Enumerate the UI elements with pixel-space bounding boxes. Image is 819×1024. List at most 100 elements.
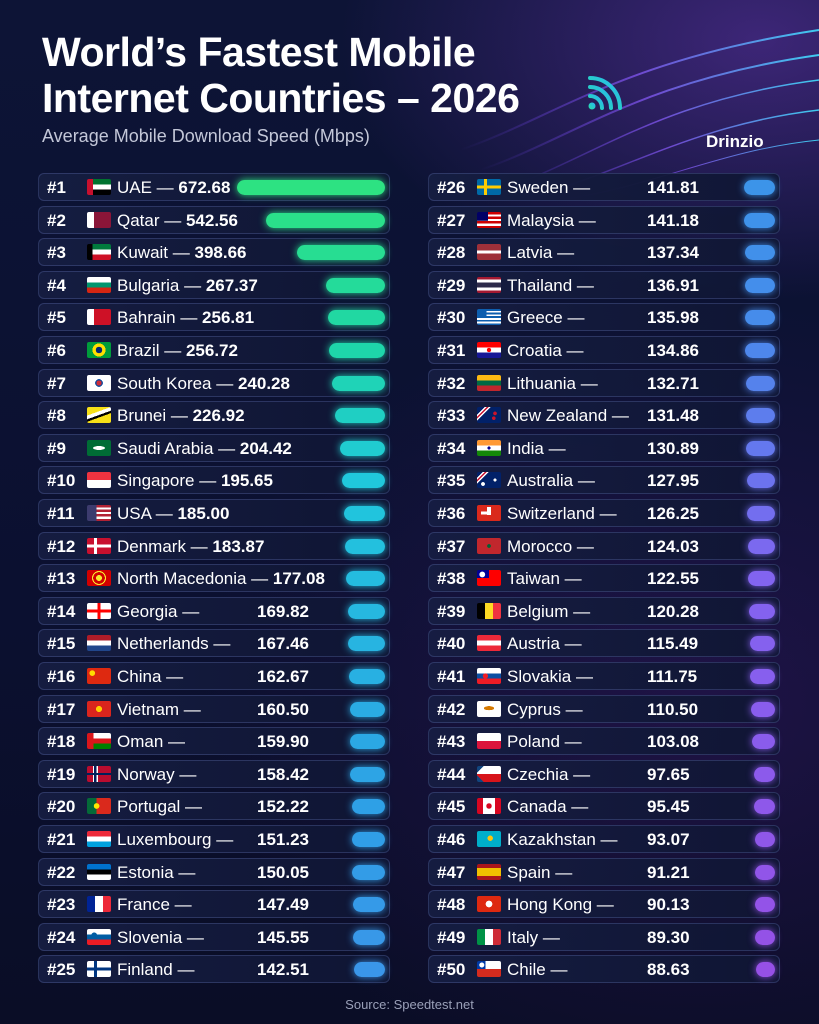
speed-bar — [335, 408, 385, 424]
table-row: #28 Latvia — 137.34 — [428, 238, 780, 267]
country-label: Latvia — — [507, 243, 575, 263]
flag-icon — [87, 863, 111, 880]
table-row: #1 UAE — 672.68 — [38, 173, 390, 201]
country-label: Slovenia — — [117, 927, 204, 947]
flag-icon — [87, 961, 111, 978]
table-row: #24 Slovenia — 145.55 — [38, 922, 390, 951]
flag-icon — [87, 831, 111, 847]
flag-icon — [87, 276, 111, 293]
speed-bar — [755, 962, 775, 978]
value-label: 183.87 — [212, 536, 265, 556]
flag-icon — [477, 179, 501, 195]
table-row: #42 Cyprus — 110.50 — [428, 694, 780, 723]
rank-label: #3 — [47, 243, 66, 263]
speed-bar — [352, 897, 385, 913]
flag-icon — [87, 602, 111, 619]
value-label: 159.90 — [257, 732, 309, 752]
country-label: Cyprus — — [507, 699, 583, 719]
flag-icon — [87, 244, 111, 261]
chart-subtitle: Average Mobile Download Speed (Mbps) — [42, 126, 370, 146]
rank-label: #19 — [47, 764, 76, 784]
flag-icon — [87, 635, 111, 652]
flag-icon — [477, 276, 501, 293]
value-label: 141.18 — [647, 210, 699, 230]
flag-icon — [87, 439, 111, 456]
value-label: 127.95 — [647, 471, 699, 491]
speed-bar — [350, 766, 385, 782]
flag-icon — [477, 635, 501, 652]
value-label: 122.55 — [647, 569, 699, 589]
speed-bar — [340, 440, 385, 456]
table-row: #18 Oman — 159.90 — [38, 727, 390, 756]
speed-bar — [749, 636, 775, 652]
flag-icon — [477, 733, 501, 750]
table-row: #2 Qatar — 542.56 — [38, 205, 390, 234]
rank-label: #46 — [437, 830, 466, 849]
table-row: #44 Czechia — 97.65 — [428, 759, 780, 788]
page-title-line2: Internet Countries – 2026 — [42, 75, 520, 121]
flag-icon — [477, 472, 501, 489]
country-label: Kuwait — 398.66 — [117, 243, 247, 263]
speed-bar — [743, 212, 775, 228]
country-label: Malaysia — — [507, 210, 596, 230]
flag-icon — [477, 928, 501, 945]
table-row: #37 Morocco — 124.03 — [428, 531, 780, 560]
table-row: #23 France — 147.49 — [38, 890, 390, 919]
speed-bar — [746, 440, 775, 456]
rank-label: #42 — [437, 699, 466, 719]
value-label: 103.08 — [647, 732, 699, 752]
table-row: #22 Estonia — 150.05 — [38, 857, 390, 886]
table-row: #11 USA — 185.00 — [38, 499, 390, 527]
speed-bar — [747, 506, 775, 521]
country-label: South Korea — 240.28 — [117, 373, 290, 393]
rank-label: #30 — [437, 308, 466, 328]
table-row: #31 Croatia — 134.86 — [428, 336, 780, 364]
value-label: 177.08 — [272, 569, 325, 589]
speed-bar — [750, 669, 775, 684]
table-row: #49 Italy — 89.30 — [428, 922, 780, 951]
country-label: Netherlands — — [117, 634, 231, 654]
flag-icon — [477, 211, 501, 228]
table-row: #48 Hong Kong — 90.13 — [428, 890, 780, 919]
rank-label: #2 — [47, 210, 66, 230]
speed-bar — [747, 538, 775, 554]
country-label: North Macedonia — 177.08 — [117, 569, 325, 589]
rank-label: #5 — [47, 308, 66, 328]
value-label: 115.49 — [647, 634, 699, 654]
country-label: Thailand — — [507, 275, 594, 295]
country-label: China — — [117, 667, 184, 686]
speed-bar — [745, 343, 775, 358]
flag-icon — [87, 928, 111, 945]
flag-icon — [87, 211, 111, 228]
table-row: #40 Austria — 115.49 — [428, 629, 780, 658]
rank-label: #20 — [47, 797, 76, 817]
rank-label: #45 — [437, 797, 466, 817]
country-label: Chile — — [507, 960, 568, 980]
flag-icon — [477, 961, 501, 978]
country-label: Canada — — [507, 797, 589, 817]
rank-label: #37 — [437, 536, 466, 556]
country-label: Australia — — [507, 471, 595, 491]
speed-bar — [348, 636, 385, 652]
table-row: #30 Greece — 135.98 — [428, 303, 780, 332]
country-label: Greece — — [507, 308, 585, 328]
country-label: India — — [507, 438, 566, 458]
speed-bar — [752, 734, 775, 750]
flag-icon — [87, 505, 111, 521]
wifi-icon — [588, 76, 622, 110]
speed-bar — [346, 571, 385, 587]
country-label: Oman — — [117, 732, 186, 752]
rank-label: #26 — [437, 178, 466, 197]
speed-bar — [326, 277, 385, 293]
speed-bar — [754, 832, 775, 847]
flag-icon — [87, 179, 111, 195]
value-label: 132.71 — [647, 373, 699, 393]
flag-icon — [87, 407, 111, 424]
table-row: #50 Chile — 88.63 — [428, 955, 780, 984]
flag-icon — [477, 668, 501, 684]
value-label: 152.22 — [257, 797, 309, 817]
rank-label: #35 — [437, 471, 466, 491]
flag-icon — [87, 342, 111, 358]
value-label: 95.45 — [647, 797, 690, 817]
rank-label: #27 — [437, 210, 466, 230]
